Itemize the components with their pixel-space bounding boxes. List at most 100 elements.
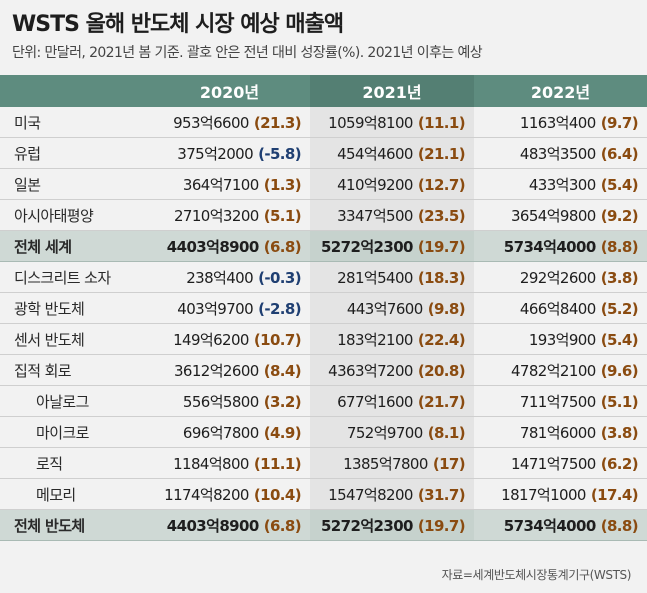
growth-rate: (5.2) — [600, 299, 639, 318]
value-cell: 1471억7500 (6.2) — [474, 447, 647, 479]
growth-rate: (19.7) — [417, 516, 466, 535]
sales-value: 5272억2300 — [320, 516, 414, 535]
row-label: 디스크리트 소자 — [0, 261, 149, 293]
growth-rate: (11.1) — [253, 454, 302, 473]
sales-value: 556억5800 — [182, 392, 259, 411]
value-cell: 281억5400 (18.3) — [310, 261, 474, 293]
sales-value: 281억5400 — [337, 268, 413, 287]
growth-rate: (21.7) — [417, 392, 466, 411]
sales-value: 433억300 — [528, 175, 596, 194]
row-label: 유럽 — [0, 137, 149, 169]
value-cell: 677억1600 (21.7) — [310, 385, 474, 417]
value-cell: 5272억2300 (19.7) — [310, 230, 474, 262]
value-cell: 953억6600 (21.3) — [149, 107, 310, 138]
growth-rate: (8.4) — [263, 361, 302, 380]
value-cell: 466억8400 (5.2) — [474, 292, 647, 324]
sales-value: 292억2600 — [519, 268, 596, 287]
row-label: 센서 반도체 — [0, 323, 149, 355]
growth-rate: (21.1) — [417, 144, 466, 163]
growth-rate: (5.4) — [600, 330, 639, 349]
value-cell: 193억900 (5.4) — [474, 323, 647, 355]
table-row: 센서 반도체 149억6200 (10.7) 183억2100 (22.4) 193억90… — [0, 323, 647, 355]
table-row: 미국 953억6600 (21.3) 1059억8100 (11.1) 1163억400(… — [0, 107, 647, 138]
value-cell: 443억7600 (9.8) — [310, 292, 474, 324]
value-cell: 1817억1000 (17.4) — [474, 478, 647, 510]
table-row: 로직 1184억800 (11.1) 1385억7800 (17) 1471억7500 (6… — [0, 447, 647, 479]
total-row: 전체 반도체 4403억8900 (6.8) 5272억2300 (19.7) 5734억… — [0, 509, 647, 541]
table-row: 디스크리트 소자 238억400 (-0.3) 281억5400 (18.3) 292억2… — [0, 261, 647, 293]
value-cell: 364억7100 (1.3) — [149, 168, 310, 200]
sales-value: 364억7100 — [182, 175, 259, 194]
value-cell: 1174억8200 (10.4) — [149, 478, 310, 510]
sales-value: 4363억7200 — [328, 361, 413, 380]
growth-rate: (5.4) — [600, 175, 639, 194]
growth-rate: (23.5) — [417, 206, 466, 225]
sales-value: 1547억8200 — [328, 485, 413, 504]
source-note: 자료=세계반도체시장통계기구(WSTS) — [441, 568, 632, 582]
growth-rate: (-0.3) — [258, 268, 302, 287]
value-cell: 3654억9800 (9.2) — [474, 199, 647, 231]
row-label: 아시아태평양 — [0, 199, 149, 231]
value-cell: 292억2600 (3.8) — [474, 261, 647, 293]
growth-rate: (6.8) — [263, 237, 302, 256]
sales-value: 3612억2600 — [173, 361, 259, 380]
value-cell: 1059억8100 (11.1) — [310, 107, 474, 138]
row-label: 로직 — [0, 447, 149, 479]
value-cell: 711억7500 (5.1) — [474, 385, 647, 417]
value-cell: 454억4600 (21.1) — [310, 137, 474, 169]
growth-rate: (-2.8) — [258, 299, 302, 318]
growth-rate: (17.4) — [590, 485, 639, 504]
value-cell: 375억2000 (-5.8) — [149, 137, 310, 169]
sales-value: 1471억7500 — [510, 454, 596, 473]
table-row: 일본 364억7100 (1.3) 410억9200 (12.7) 433억300 (5.4… — [0, 168, 647, 200]
value-cell: 433억300 (5.4) — [474, 168, 647, 200]
value-cell: 5734억4000 (8.8) — [474, 230, 647, 262]
column-header-2020: 2020년 — [149, 75, 310, 107]
row-label: 집적 회로 — [0, 354, 149, 386]
sales-value: 711억7500 — [519, 392, 596, 411]
sales-value: 5734억4000 — [503, 237, 597, 256]
table-body: 미국 953억6600 (21.3) 1059억8100 (11.1) 1163억400(… — [0, 107, 647, 541]
growth-rate: (9.6) — [600, 361, 639, 380]
sales-value: 1059억8100 — [328, 113, 413, 132]
value-cell: 4403억8900 (6.8) — [149, 230, 310, 262]
growth-rate: (3.8) — [600, 268, 639, 287]
row-label: 광학 반도체 — [0, 292, 149, 324]
sales-value: 410억9200 — [337, 175, 413, 194]
sales-value: 1174억8200 — [164, 485, 249, 504]
sales-value: 238억400 — [186, 268, 254, 287]
value-cell: 3347억500 (23.5) — [310, 199, 474, 231]
growth-rate: (10.4) — [253, 485, 302, 504]
value-cell: 4782억2100 (9.6) — [474, 354, 647, 386]
column-header-2021: 2021년 — [310, 75, 474, 107]
sales-value: 5734억4000 — [503, 516, 597, 535]
chart-title: WSTS 올해 반도체 시장 예상 매출액 — [12, 12, 344, 37]
value-cell: 5734억4000 (8.8) — [474, 509, 647, 541]
column-header-2022: 2022년 — [474, 75, 647, 107]
value-cell: 183억2100 (22.4) — [310, 323, 474, 355]
value-cell: 403억9700 (-2.8) — [149, 292, 310, 324]
sales-value: 781억6000 — [519, 423, 596, 442]
growth-rate: (31.7) — [417, 485, 466, 504]
growth-rate: (5.1) — [600, 392, 639, 411]
growth-rate: (9.7) — [600, 113, 639, 132]
value-cell: 4363억7200 (20.8) — [310, 354, 474, 386]
total-row: 전체 세계 4403억8900 (6.8) 5272억2300 (19.7) 5734억4… — [0, 230, 647, 262]
sales-value: 3654억9800 — [510, 206, 596, 225]
growth-rate: (1.3) — [263, 175, 302, 194]
growth-rate: (8.8) — [600, 516, 639, 535]
sales-value: 466억8400 — [519, 299, 596, 318]
sales-value: 2710억3200 — [173, 206, 259, 225]
sales-value: 752억9700 — [346, 423, 423, 442]
growth-rate: (3.8) — [600, 423, 639, 442]
sales-value: 677억1600 — [337, 392, 413, 411]
sales-value: 193억900 — [528, 330, 596, 349]
value-cell: 556억5800 (3.2) — [149, 385, 310, 417]
growth-rate: (11.1) — [417, 113, 466, 132]
value-cell: 3612억2600 (8.4) — [149, 354, 310, 386]
sales-value: 183억2100 — [337, 330, 413, 349]
table-header-row: 2020년 2021년 2022년 — [0, 75, 647, 107]
sales-value: 375억2000 — [177, 144, 254, 163]
value-cell: 149억6200 (10.7) — [149, 323, 310, 355]
row-label: 마이크로 — [0, 416, 149, 448]
